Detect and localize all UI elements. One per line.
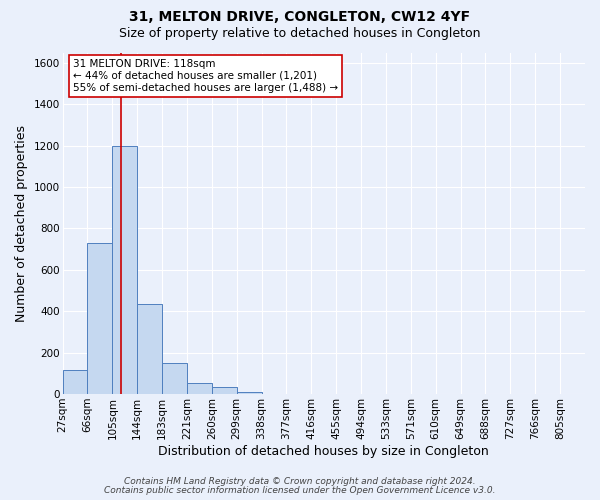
Text: 31 MELTON DRIVE: 118sqm
← 44% of detached houses are smaller (1,201)
55% of semi: 31 MELTON DRIVE: 118sqm ← 44% of detache… [73, 60, 338, 92]
Text: Contains public sector information licensed under the Open Government Licence v3: Contains public sector information licen… [104, 486, 496, 495]
Y-axis label: Number of detached properties: Number of detached properties [15, 125, 28, 322]
Bar [162, 363, 187, 394]
Bar [187, 382, 212, 394]
Bar [212, 388, 237, 394]
Text: Size of property relative to detached houses in Congleton: Size of property relative to detached ho… [119, 28, 481, 40]
Bar [137, 304, 162, 394]
Bar [62, 370, 88, 394]
X-axis label: Distribution of detached houses by size in Congleton: Distribution of detached houses by size … [158, 444, 489, 458]
Text: Contains HM Land Registry data © Crown copyright and database right 2024.: Contains HM Land Registry data © Crown c… [124, 478, 476, 486]
Bar [237, 392, 262, 394]
Bar [88, 243, 112, 394]
Text: 31, MELTON DRIVE, CONGLETON, CW12 4YF: 31, MELTON DRIVE, CONGLETON, CW12 4YF [130, 10, 470, 24]
Bar [112, 146, 137, 394]
